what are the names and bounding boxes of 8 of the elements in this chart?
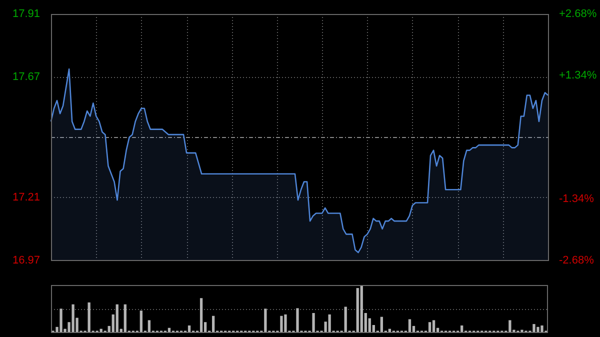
y2-tick-label: +2.68% <box>559 8 597 20</box>
y-tick-label: 17.67 <box>12 70 40 83</box>
y-tick-label: 17.91 <box>12 8 40 20</box>
y-tick-label: 17.21 <box>12 192 40 204</box>
y2-tick-label: -2.68% <box>559 254 594 266</box>
y2-tick-label: +1.34% <box>559 70 597 82</box>
y-tick-label: 16.97 <box>12 254 40 266</box>
y2-tick-label: -1.34% <box>559 192 594 205</box>
